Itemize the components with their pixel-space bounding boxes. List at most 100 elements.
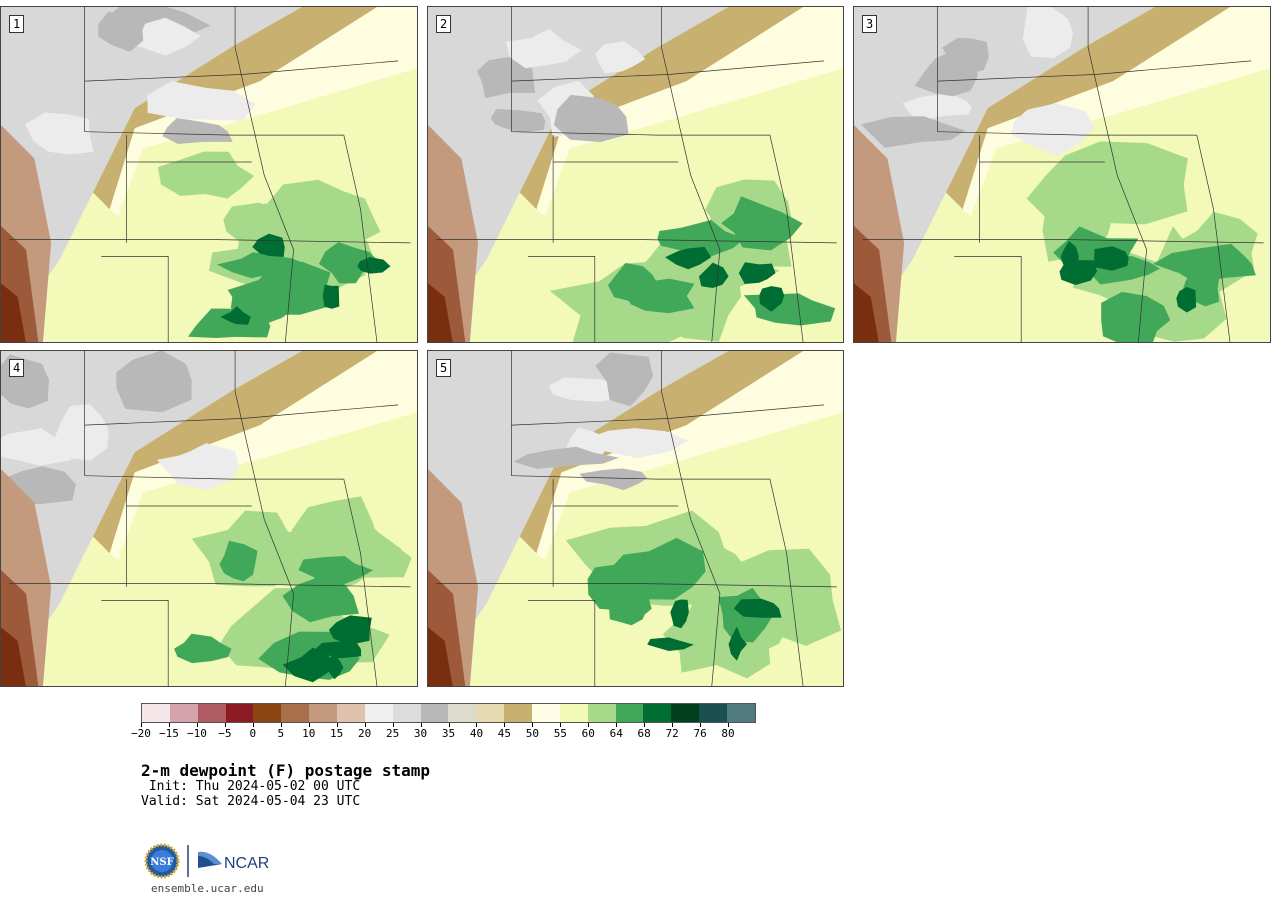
panel-number: 1 <box>9 15 25 33</box>
colorbar-tick-label: 35 <box>441 727 456 740</box>
cream-zone <box>109 351 417 560</box>
state-boundary <box>511 131 770 136</box>
colorbar-tick-label: 30 <box>413 727 428 740</box>
gray-patch <box>162 118 233 144</box>
colorbar-tick-label: 72 <box>665 727 679 740</box>
state-boundary <box>436 239 837 244</box>
colorbar-tick-mark <box>672 723 674 727</box>
gray-patch <box>591 428 689 459</box>
colorbar-tick-label: 0 <box>249 727 257 740</box>
colorbar-cell <box>532 704 560 722</box>
valid-time: Valid: Sat 2024-05-04 23 UTC <box>141 794 361 809</box>
state-boundary <box>343 479 378 686</box>
state-boundary <box>101 256 169 342</box>
colorbar-cell <box>504 704 533 722</box>
state-boundary <box>234 391 294 686</box>
cream-zone <box>109 7 417 216</box>
colorbar-cell <box>197 704 226 722</box>
state-boundary <box>1087 47 1147 342</box>
nsf-ncar-logo: NSF NCAR <box>144 843 269 879</box>
gray-patch <box>902 93 972 121</box>
colorbar-tick-label: 20 <box>358 727 372 740</box>
state-boundary <box>9 583 411 588</box>
very-humid-area <box>1094 246 1129 271</box>
colorbar-tick-label: 64 <box>609 727 623 740</box>
state-boundary <box>769 135 804 342</box>
colorbar-tick-mark <box>141 723 142 727</box>
colorbar-cell <box>392 704 421 722</box>
state-boundary <box>661 391 721 686</box>
dewpoint-map <box>428 351 843 686</box>
colorbar-tick-mark <box>728 723 730 727</box>
gray-patch <box>98 11 148 52</box>
state-boundary <box>101 600 169 686</box>
colorbar-cell <box>671 704 700 722</box>
humid-area <box>216 252 308 279</box>
colorbar-cell <box>337 704 365 722</box>
colorbar-tick-label: −20 <box>131 727 151 740</box>
very-humid-area <box>1176 286 1197 313</box>
colorbar-tick-label: −5 <box>218 727 232 740</box>
very-humid-area <box>325 653 344 680</box>
very-humid-area <box>733 598 782 618</box>
state-boundary <box>84 60 399 82</box>
moist-area <box>158 151 255 199</box>
gray-patch <box>476 56 536 99</box>
very-humid-area <box>252 233 285 257</box>
mountain-peak <box>428 627 453 686</box>
colorbar-tick-label: 68 <box>637 727 651 740</box>
very-humid-area <box>282 647 333 683</box>
very-humid-area <box>699 262 729 288</box>
state-boundary <box>84 131 344 136</box>
gray-patch <box>25 112 94 155</box>
state-boundary <box>661 47 721 342</box>
colorbar-tick-mark <box>308 723 310 727</box>
humid-area <box>219 540 258 582</box>
mountain-peak <box>1 283 26 342</box>
gray-patch <box>1022 7 1073 59</box>
colorbar-tick-label: 60 <box>581 727 595 740</box>
colorbar-cell <box>420 704 449 722</box>
humid-area <box>721 196 803 251</box>
gray-patch <box>595 41 646 74</box>
colorbar-tick-mark <box>616 723 618 727</box>
colorbar-tick-mark <box>448 723 450 727</box>
colorbar-tick-mark <box>280 723 282 727</box>
gray-patch <box>553 94 629 143</box>
gray-patch <box>914 49 978 97</box>
colorbar-tick-mark <box>476 723 478 727</box>
dewpoint-field <box>1 7 417 342</box>
mountain-peak <box>854 283 879 342</box>
humid-area <box>587 564 648 597</box>
gray-patch <box>1010 103 1095 156</box>
colorbar-cell <box>727 704 755 722</box>
cream-zone <box>536 7 843 216</box>
colorbar-cell <box>281 704 310 722</box>
gray-patch <box>116 351 192 413</box>
state-boundary <box>954 256 1022 342</box>
state-boundary <box>862 239 1264 244</box>
humid-area <box>1101 291 1171 342</box>
gray-patch <box>147 81 256 121</box>
gray-patch <box>861 116 966 148</box>
state-boundary <box>84 404 399 426</box>
dewpoint-field <box>428 351 843 686</box>
colorbar-tick-mark <box>252 723 254 727</box>
panel-2: 2 <box>427 6 844 343</box>
site-url[interactable]: ensemble.ucar.edu <box>151 882 264 895</box>
very-humid-area <box>220 306 251 325</box>
very-humid-area <box>357 257 391 274</box>
gray-patch <box>53 404 109 461</box>
panel-number: 2 <box>436 15 452 33</box>
gray-patch <box>549 377 625 402</box>
figure-title: 2-m dewpoint (F) postage stamp <box>141 761 430 780</box>
dewpoint-field <box>428 7 843 342</box>
very-humid-area <box>322 284 340 309</box>
colorbar-cell <box>643 704 672 722</box>
very-humid-area <box>315 641 362 659</box>
colorbar-cell <box>587 704 616 722</box>
dewpoint-map <box>1 351 417 686</box>
panel-4: 4 <box>0 350 418 687</box>
colorbar-cell <box>448 704 477 722</box>
nsf-logo-text: NSF <box>150 857 173 868</box>
